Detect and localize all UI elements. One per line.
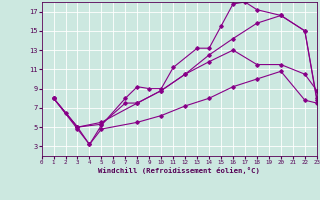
X-axis label: Windchill (Refroidissement éolien,°C): Windchill (Refroidissement éolien,°C) (98, 167, 260, 174)
